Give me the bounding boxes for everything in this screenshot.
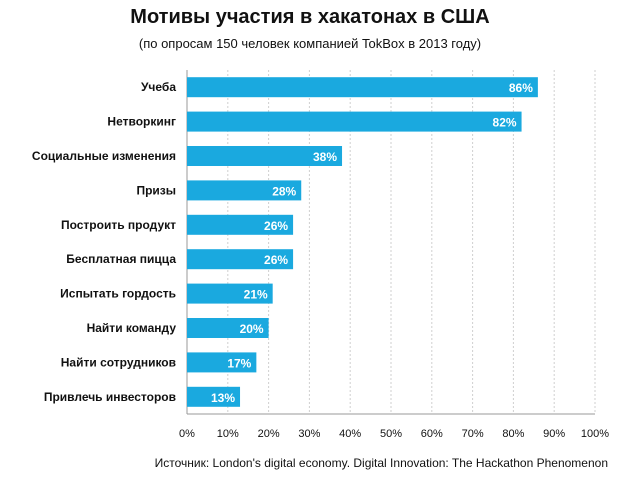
category-label: Призы bbox=[136, 183, 176, 197]
bar bbox=[187, 111, 522, 132]
category-label: Привлечь инвесторов bbox=[44, 390, 176, 404]
category-label: Бесплатная пицца bbox=[66, 252, 176, 266]
bar bbox=[187, 146, 343, 166]
value-label: 26% bbox=[264, 219, 288, 233]
category-label: Учеба bbox=[141, 80, 176, 94]
category-label: Найти сотрудников bbox=[61, 355, 176, 369]
value-label: 86% bbox=[509, 81, 533, 95]
chart-source: Источник: London's digital economy. Digi… bbox=[154, 456, 608, 470]
x-tick-label: 20% bbox=[258, 428, 280, 440]
value-label: 20% bbox=[240, 322, 264, 336]
bar bbox=[187, 77, 538, 98]
chart-subtitle: (по опросам 150 человек компанией TokBox… bbox=[138, 36, 482, 51]
x-tick-label: 80% bbox=[502, 428, 524, 440]
value-label: 28% bbox=[272, 184, 296, 198]
x-tick-label: 70% bbox=[462, 428, 484, 440]
bar bbox=[187, 214, 294, 235]
x-tick-label: 50% bbox=[380, 428, 402, 440]
bar bbox=[187, 249, 294, 270]
category-label: Построить продукт bbox=[61, 218, 176, 232]
category-label: Испытать гордость bbox=[60, 287, 176, 301]
x-tick-label: 100% bbox=[581, 428, 609, 440]
x-tick-label: 0% bbox=[179, 428, 195, 440]
value-label: 21% bbox=[244, 288, 268, 302]
x-tick-label: 30% bbox=[298, 428, 320, 440]
value-label: 38% bbox=[313, 150, 337, 164]
bar bbox=[187, 180, 302, 201]
chart-title: Мотивы участия в хакатонах в США bbox=[130, 6, 490, 28]
value-label: 26% bbox=[264, 253, 288, 267]
bar bbox=[187, 352, 257, 373]
value-label: 82% bbox=[493, 116, 517, 130]
bar bbox=[187, 283, 273, 304]
x-tick-label: 90% bbox=[543, 428, 565, 440]
x-tick-label: 40% bbox=[339, 428, 361, 440]
value-label: 17% bbox=[227, 356, 251, 370]
category-label: Нетворкинг bbox=[107, 115, 176, 129]
category-label: Социальные изменения bbox=[32, 149, 176, 163]
category-label: Найти команду bbox=[87, 321, 177, 335]
value-label: 13% bbox=[211, 391, 235, 405]
x-tick-label: 10% bbox=[217, 428, 239, 440]
bar bbox=[187, 386, 241, 407]
bar bbox=[187, 318, 269, 338]
x-tick-label: 60% bbox=[421, 428, 443, 440]
